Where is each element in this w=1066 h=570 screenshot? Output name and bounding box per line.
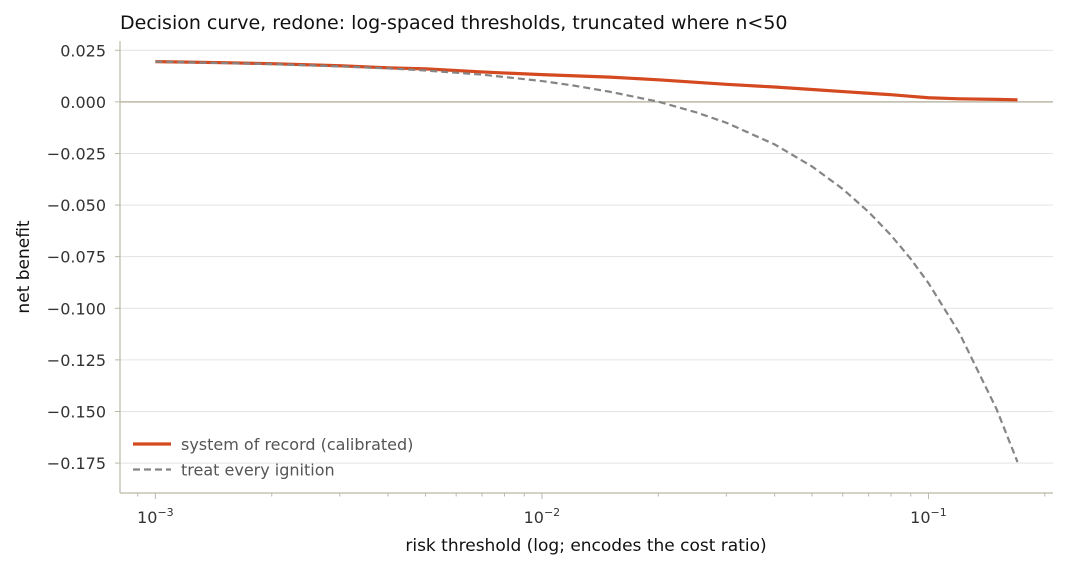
y-tick-label: 0.025 xyxy=(60,41,106,60)
legend-label-0: system of record (calibrated) xyxy=(181,435,413,454)
legend: system of record (calibrated) treat every… xyxy=(133,435,413,480)
legend-label-1: treat every ignition xyxy=(181,461,335,480)
y-tick-label: −0.050 xyxy=(47,196,106,215)
y-tick-label: 0.000 xyxy=(60,93,106,112)
series-lines xyxy=(155,60,1019,463)
gridlines xyxy=(120,49,1053,464)
y-tick-label: −0.025 xyxy=(47,144,106,163)
series-line-0 xyxy=(155,60,1018,102)
y-tick-label: −0.075 xyxy=(47,248,106,267)
y-axis-ticks: 0.025 0.000 −0.025 −0.050 −0.075 −0.100 −0.125… xyxy=(47,41,120,473)
x-axis-label: risk threshold (log; encodes the cost ra… xyxy=(405,536,766,556)
series-line-1 xyxy=(155,60,1019,463)
x-tick-label: 10−3 xyxy=(137,506,174,527)
y-tick-label: −0.175 xyxy=(47,454,106,473)
x-tick-label: 10−1 xyxy=(910,506,947,527)
x-tick-label: 10−2 xyxy=(524,506,561,527)
y-axis-label: net benefit xyxy=(14,220,34,313)
y-tick-label: −0.125 xyxy=(47,351,106,370)
axes xyxy=(119,41,1053,494)
chart-title: Decision curve, redone: log-spaced thres… xyxy=(120,12,788,34)
y-tick-label: −0.100 xyxy=(47,299,106,318)
x-axis-ticks: 10−3 10−2 10−1 xyxy=(137,493,1046,527)
y-tick-label: −0.150 xyxy=(47,402,106,421)
